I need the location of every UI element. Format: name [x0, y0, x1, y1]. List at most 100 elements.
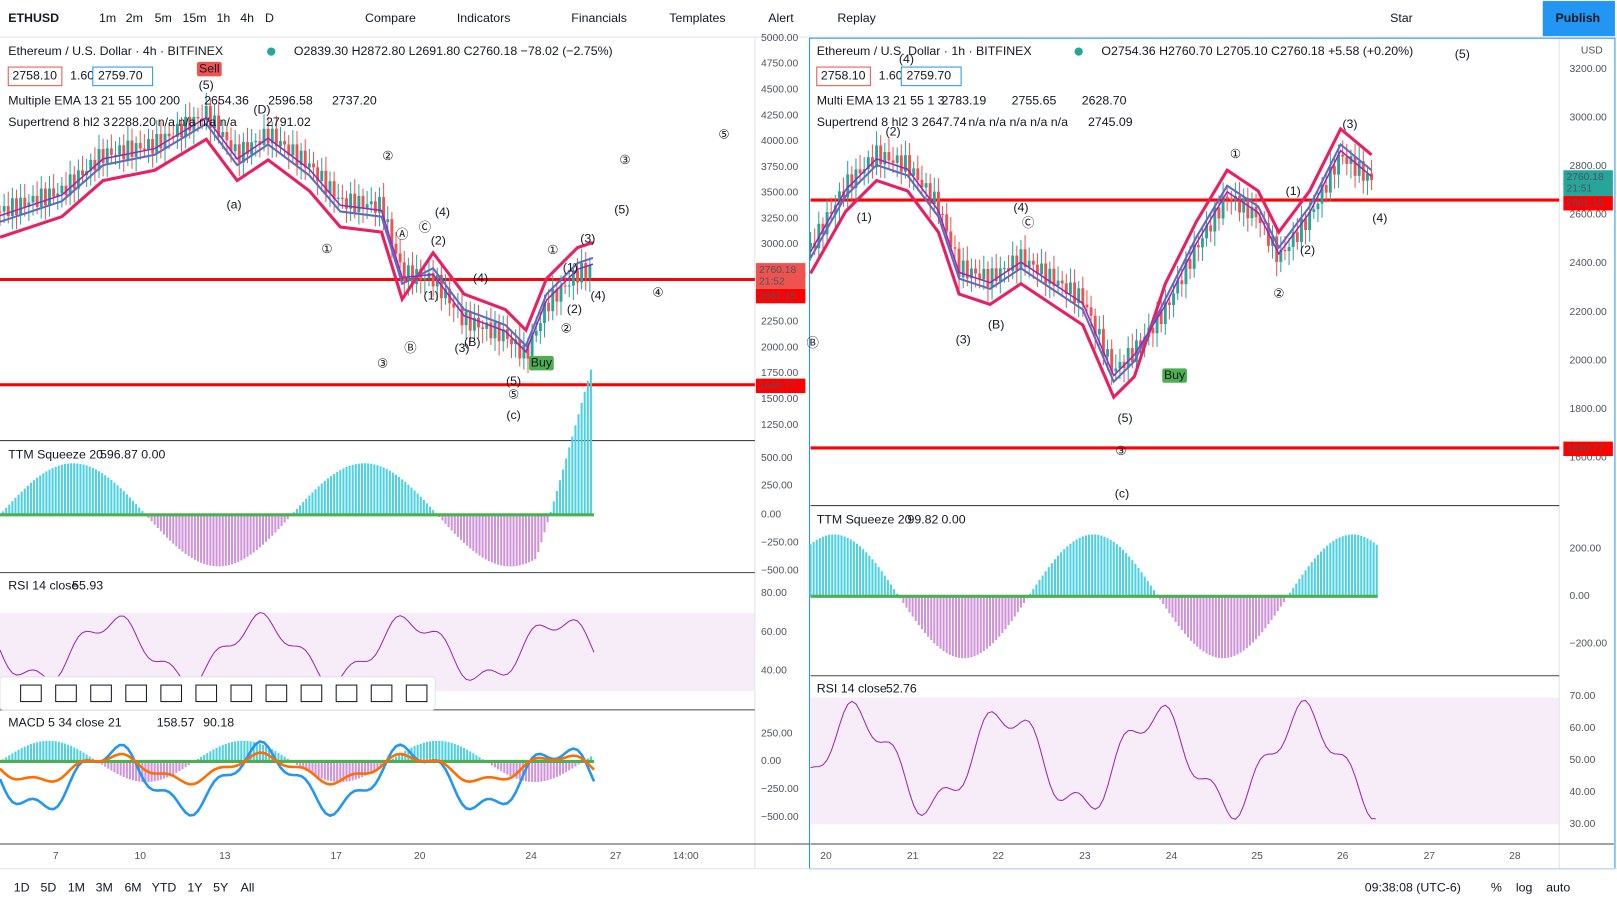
- candle: [965, 260, 969, 279]
- date-label: 20: [414, 851, 426, 862]
- date-label: 24: [525, 851, 537, 862]
- wave-label: (2): [567, 302, 582, 316]
- range-button[interactable]: 5D: [41, 881, 57, 895]
- last-price: 2760.18: [759, 265, 796, 276]
- candle: [229, 140, 233, 152]
- price-tick: 1250.00: [761, 420, 798, 431]
- candle: [1279, 249, 1283, 262]
- candle: [899, 155, 903, 172]
- candle: [1250, 206, 1254, 219]
- indicator-value: 2737.20: [332, 93, 377, 107]
- pane-tick: 500.00: [761, 453, 793, 464]
- candle: [1011, 255, 1015, 272]
- last-price: 2760.18: [1566, 172, 1603, 183]
- candle: [1361, 161, 1365, 181]
- candle: [1365, 173, 1369, 181]
- candle: [39, 188, 43, 207]
- range-button[interactable]: 6M: [124, 881, 141, 895]
- date-label: 28: [1509, 851, 1521, 862]
- candle: [543, 302, 546, 324]
- candle: [295, 144, 299, 166]
- bid: 2758.10: [821, 69, 866, 83]
- scale-option[interactable]: auto: [1546, 881, 1570, 895]
- candle: [522, 344, 526, 359]
- toolbar-button[interactable]: Indicators: [457, 11, 511, 25]
- range-button[interactable]: 1M: [68, 881, 85, 895]
- price-tick: 1600.00: [1570, 453, 1607, 464]
- interval[interactable]: 15m: [183, 11, 207, 25]
- star-button[interactable]: Star: [1390, 11, 1413, 25]
- range-button[interactable]: 1D: [14, 881, 30, 895]
- candle: [1188, 259, 1192, 269]
- indicator-value: n/a n/a n/a n/a: [158, 115, 237, 129]
- candle: [1205, 225, 1209, 239]
- date-label: 10: [135, 851, 147, 862]
- range-button[interactable]: 3M: [96, 881, 113, 895]
- signal-box: [196, 61, 222, 77]
- candle: [908, 155, 912, 176]
- publish-button[interactable]: [1542, 1, 1615, 37]
- wave-label: (1): [563, 261, 578, 275]
- interval[interactable]: 2m: [126, 11, 143, 25]
- interval[interactable]: 4h: [240, 11, 254, 25]
- wave-label: ④: [652, 285, 663, 299]
- candle: [879, 145, 883, 165]
- candle: [928, 183, 932, 205]
- pane-tick: 60.00: [761, 627, 787, 638]
- candle: [225, 132, 229, 141]
- candle: [576, 270, 579, 283]
- candle: [324, 170, 328, 194]
- candle: [1176, 280, 1180, 294]
- candle: [307, 163, 311, 168]
- countdown: 21:51: [1566, 184, 1592, 195]
- indicator-value: 2654.36: [204, 93, 249, 107]
- candle: [1056, 280, 1060, 286]
- toolbar-button[interactable]: Financials: [571, 11, 627, 25]
- toolbar-button[interactable]: Alert: [768, 11, 794, 25]
- toolbar-button[interactable]: Replay: [837, 11, 876, 25]
- indicator-label: Supertrend 8 hl2 3: [8, 115, 110, 129]
- candle: [1345, 156, 1349, 164]
- range-button[interactable]: YTD: [152, 881, 177, 895]
- range-button[interactable]: All: [241, 881, 255, 895]
- candle: [114, 154, 117, 156]
- candle: [1106, 349, 1110, 357]
- ema-line: [809, 126, 1373, 400]
- candle: [303, 150, 307, 168]
- toolbar-button[interactable]: Templates: [669, 11, 725, 25]
- candle: [485, 322, 489, 329]
- candle: [134, 143, 138, 157]
- interval[interactable]: 5m: [155, 11, 172, 25]
- interval[interactable]: D: [265, 11, 274, 25]
- candle: [382, 197, 386, 223]
- wave-label: (B): [464, 335, 480, 349]
- candle: [394, 243, 398, 254]
- wave-label: (3): [580, 232, 595, 246]
- candle: [580, 263, 584, 283]
- wave-label: Ⓒ: [419, 220, 431, 234]
- scale-option[interactable]: log: [1516, 881, 1533, 895]
- interval[interactable]: 1m: [99, 11, 116, 25]
- signal-box: [529, 355, 554, 371]
- price-tick: 3500.00: [761, 188, 798, 199]
- wave-label: (D): [253, 103, 270, 117]
- candle: [912, 168, 916, 176]
- candle: [833, 205, 837, 215]
- publish-label[interactable]: Publish: [1555, 11, 1600, 25]
- candle: [118, 145, 122, 155]
- ask-box: [900, 66, 962, 87]
- drawing-tool-icon: [195, 684, 218, 703]
- scale-option[interactable]: %: [1491, 881, 1502, 895]
- toolbar-button[interactable]: Compare: [365, 11, 416, 25]
- candle: [373, 201, 377, 213]
- candle: [949, 231, 953, 248]
- candle: [423, 278, 427, 280]
- price-tick: 4500.00: [761, 84, 798, 95]
- range-button[interactable]: 1Y: [187, 881, 202, 895]
- symbol[interactable]: ETHUSD: [8, 11, 59, 25]
- interval[interactable]: 1h: [217, 11, 231, 25]
- candle: [204, 106, 208, 121]
- candle: [903, 155, 907, 172]
- range-button[interactable]: 5Y: [213, 881, 228, 895]
- candle: [1048, 268, 1052, 284]
